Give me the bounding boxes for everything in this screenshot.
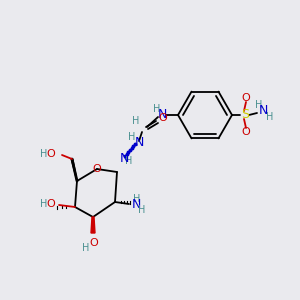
Text: H: H xyxy=(138,205,146,215)
Text: O: O xyxy=(242,127,250,137)
Polygon shape xyxy=(91,217,95,233)
Text: S: S xyxy=(241,109,249,122)
Text: O: O xyxy=(46,199,56,209)
Text: N: N xyxy=(119,152,129,164)
Text: O: O xyxy=(90,238,98,248)
Text: H: H xyxy=(40,199,48,209)
Text: H: H xyxy=(82,243,90,253)
Text: H: H xyxy=(153,104,161,114)
Text: N: N xyxy=(131,199,141,212)
Text: H: H xyxy=(266,112,274,122)
Text: H: H xyxy=(132,116,140,126)
Text: H: H xyxy=(125,156,133,166)
Text: N: N xyxy=(134,136,144,149)
Text: O: O xyxy=(242,93,250,103)
Text: O: O xyxy=(159,113,167,123)
Text: H: H xyxy=(255,100,263,110)
Text: H: H xyxy=(40,149,48,159)
Text: O: O xyxy=(46,149,56,159)
Text: N: N xyxy=(157,109,167,122)
Text: O: O xyxy=(93,164,101,174)
Text: H: H xyxy=(133,194,141,204)
Text: H: H xyxy=(128,132,136,142)
Text: N: N xyxy=(258,104,268,118)
